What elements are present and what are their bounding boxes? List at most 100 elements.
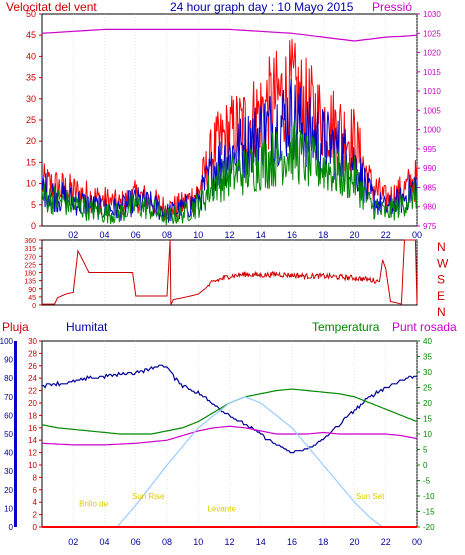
rain-label: Pluja [2, 320, 29, 334]
sun-annotation-label: Brillo de [79, 500, 108, 509]
pressure-tick-label: 1000 [423, 126, 441, 135]
compass-label: E [437, 289, 445, 303]
rain-tick-label: 10 [28, 461, 37, 470]
pressure-tick-label: 1020 [423, 49, 441, 58]
rain-tick-label: 12 [28, 449, 37, 458]
temperature-tick-label: 40 [423, 337, 432, 346]
pressure-tick-label: 1025 [423, 29, 441, 38]
temp-humidity-x-tick-label: 18 [318, 537, 328, 547]
wind-direction-tick-label: 315 [24, 246, 36, 253]
temperature-tick-label: 35 [423, 353, 432, 362]
temp-humidity-x-tick-label: 02 [68, 537, 78, 547]
rain-tick-label: 0 [33, 523, 38, 532]
wind-speed-tick-label: 30 [26, 94, 36, 104]
temperature-tick-label: 10 [423, 430, 432, 439]
wind-pressure-x-tick-label: 20 [349, 230, 359, 240]
wind-pressure-x-tick-label: 10 [193, 230, 203, 240]
rain-tick-label: 14 [28, 436, 37, 445]
temp-humidity-x-tick-label: 10 [193, 537, 203, 547]
rain-tick-label: 24 [28, 374, 37, 383]
wind-speed-tick-label: 35 [26, 73, 36, 83]
humidity-tick-label: 60 [4, 411, 13, 420]
humidity-label: Humitat [66, 320, 108, 334]
temperature-axis: -20 -15 -10 -5 0 5 10 15 20 25 30 35 40 [417, 337, 435, 532]
pressure-tick-label: 1030 [423, 10, 441, 19]
wind-pressure-series [41, 28, 418, 226]
temp-humidity-series-line [42, 364, 417, 454]
temperature-tick-label: 30 [423, 368, 432, 377]
pressure-tick-label: 980 [423, 203, 437, 212]
page-title: 24 hour graph day : 10 Mayo 2015 [170, 0, 354, 14]
wind-pressure-series-line [41, 120, 418, 226]
wind-speed-tick-label: 5 [31, 200, 36, 210]
humidity-axis: 0 10 20 30 40 50 60 70 80 90 100 [0, 337, 14, 532]
temperature-label: Temperatura [312, 320, 380, 334]
wind-pressure-x-tick-label: 22 [381, 230, 391, 240]
temp-humidity-x-tick-label: 04 [99, 537, 109, 547]
wind-pressure-x-tick-label: 08 [162, 230, 172, 240]
pressure-tick-label: 1005 [423, 106, 441, 115]
rain-tick-label: 16 [28, 424, 37, 433]
wind-speed-tick-label: 15 [26, 157, 36, 167]
wind-speed-label: Velocitat del vent [6, 0, 97, 14]
humidity-tick-label: 70 [4, 393, 13, 402]
humidity-tick-label: 10 [4, 504, 13, 513]
wind-speed-tick-label: 40 [26, 51, 36, 61]
wind-direction-tick-label: 270 [24, 254, 36, 261]
wind-direction-line [42, 239, 418, 306]
dewpoint-label: Punt rosada [392, 320, 457, 334]
wind-pressure-x-tick-label: 04 [99, 230, 109, 240]
humidity-axis-bar [14, 341, 17, 527]
temp-humidity-x-axis: 02 04 06 08 10 12 14 16 18 20 22 00 [68, 537, 422, 547]
temperature-tick-label: 0 [423, 461, 428, 470]
temp-humidity-series-line [41, 425, 418, 446]
pressure-tick-label: 990 [423, 164, 437, 173]
compass-label: W [437, 256, 449, 270]
wind-pressure-x-tick-label: 06 [131, 230, 141, 240]
temperature-tick-label: 25 [423, 384, 432, 393]
pressure-axis: 975 980 985 990 995 1000 1005 1010 1015 1020 1025 1… [417, 10, 441, 231]
humidity-tick-label: 90 [4, 356, 13, 365]
temperature-tick-label: -10 [423, 492, 435, 501]
wind-speed-tick-label: 25 [26, 115, 36, 125]
wind-direction-tick-label: 90 [28, 287, 36, 294]
temperature-tick-label: -20 [423, 523, 435, 532]
wind-pressure-x-tick-label: 16 [287, 230, 297, 240]
temp-humidity-x-tick-label: 08 [162, 537, 172, 547]
humidity-tick-label: 50 [4, 430, 13, 439]
wind-pressure-x-axis: 02 04 06 08 10 12 14 16 18 20 22 00 [68, 230, 422, 240]
rain-tick-label: 4 [33, 498, 38, 507]
pressure-tick-label: 995 [423, 145, 437, 154]
rain-tick-label: 30 [28, 337, 37, 346]
wind-speed-tick-label: 10 [26, 179, 36, 189]
wind-pressure-x-tick-label: 12 [224, 230, 234, 240]
rain-tick-label: 28 [28, 349, 37, 358]
rain-tick-label: 6 [33, 486, 38, 495]
rain-tick-label: 20 [28, 399, 37, 408]
pressure-tick-label: 1010 [423, 87, 441, 96]
temp-humidity-series-line [116, 396, 383, 528]
wind-direction-tick-label: 360 [24, 238, 36, 245]
humidity-tick-label: 30 [4, 467, 13, 476]
wind-direction-tick-label: 135 [24, 279, 36, 286]
wind-speed-axis: 0 5 10 15 20 25 30 35 40 45 50 [26, 9, 42, 231]
rain-tick-label: 22 [28, 387, 37, 396]
sun-annotations: Brillo de Sun Rise Levante Sun Set [79, 492, 385, 513]
temperature-tick-label: -5 [423, 477, 431, 486]
pressure-label: Pressió [372, 0, 412, 14]
humidity-tick-label: 100 [0, 337, 14, 346]
wind-speed-tick-label: 0 [31, 221, 36, 231]
temperature-tick-label: 20 [423, 399, 432, 408]
wind-pressure-x-tick-label: 14 [256, 230, 266, 240]
temp-humidity-x-tick-label: 14 [256, 537, 266, 547]
wind-direction-tick-label: 0 [32, 303, 36, 310]
pressure-tick-label: 985 [423, 183, 437, 192]
humidity-tick-label: 80 [4, 374, 13, 383]
wind-direction-tick-label: 225 [24, 262, 36, 269]
